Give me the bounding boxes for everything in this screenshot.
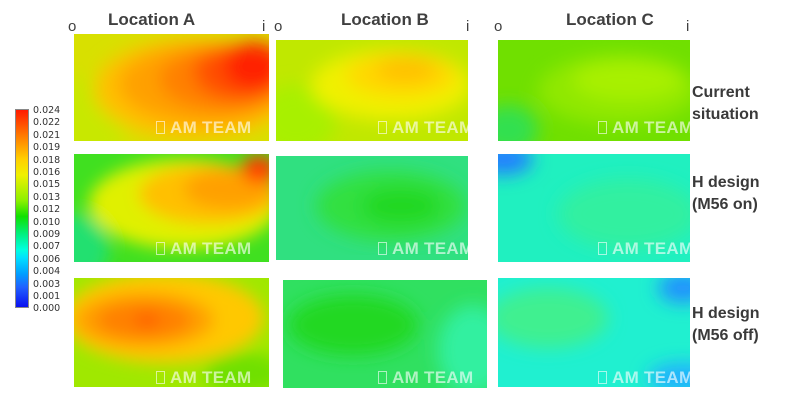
colorbar-tick: 0.021 bbox=[33, 129, 61, 141]
colorbar-tick: 0.010 bbox=[33, 216, 61, 228]
contour-plot-b-m56-off bbox=[283, 280, 487, 388]
row-label-current-situation: Current situation bbox=[692, 82, 759, 126]
colorbar-tick: 0.007 bbox=[33, 241, 61, 253]
row-label-line: Current bbox=[692, 84, 750, 101]
contour-plot-b-current bbox=[276, 40, 468, 141]
contour-plot-a-m56-off bbox=[74, 278, 269, 387]
watermark-logo: AM TEAM bbox=[378, 239, 473, 259]
row-label-h-design-m56-on: H design (M56 on) bbox=[692, 172, 760, 216]
contour-plot-c-current bbox=[498, 40, 690, 141]
colorbar-tick: 0.015 bbox=[33, 179, 61, 191]
colorbar-tick: 0.022 bbox=[33, 117, 61, 129]
row-label-line: (M56 on) bbox=[692, 196, 758, 213]
watermark-logo: AM TEAM bbox=[156, 118, 251, 138]
colorbar bbox=[15, 109, 29, 308]
watermark-logo: AM TEAM bbox=[156, 368, 251, 388]
colorbar-tick: 0.024 bbox=[33, 105, 61, 116]
inner-edge-label-a: i bbox=[262, 18, 266, 35]
column-title-location-c: Location C bbox=[566, 10, 654, 29]
row-label-h-design-m56-off: H design (M56 off) bbox=[692, 303, 760, 347]
colorbar-tick: 0.013 bbox=[33, 191, 61, 203]
row-label-line: (M56 off) bbox=[692, 327, 759, 344]
watermark-logo: AM TEAM bbox=[156, 239, 251, 259]
colorbar-tick: 0.009 bbox=[33, 229, 61, 240]
colorbar-tick: 0.019 bbox=[33, 142, 61, 154]
watermark-logo: AM TEAM bbox=[598, 118, 693, 138]
outer-edge-label-b: o bbox=[274, 18, 283, 35]
colorbar-tick: 0.003 bbox=[33, 278, 61, 290]
contour-plot-c-m56-off bbox=[498, 278, 690, 387]
inner-edge-label-c: i bbox=[686, 18, 690, 35]
colorbar-tick: 0.018 bbox=[33, 154, 61, 166]
contour-plot-b-m56-on bbox=[276, 156, 468, 260]
column-title-location-a: Location A bbox=[108, 10, 196, 29]
colorbar-tick: 0.001 bbox=[33, 291, 61, 302]
row-label-line: situation bbox=[692, 106, 759, 123]
colorbar-tick: 0.006 bbox=[33, 253, 61, 265]
watermark-logo: AM TEAM bbox=[378, 118, 473, 138]
outer-edge-label-c: o bbox=[494, 18, 503, 35]
row-label-line: H design bbox=[692, 305, 760, 322]
contour-plot-a-current bbox=[74, 34, 269, 141]
contour-plot-a-m56-on bbox=[74, 154, 269, 262]
inner-edge-label-b: i bbox=[466, 18, 470, 35]
column-title-location-b: Location B bbox=[341, 10, 429, 29]
colorbar-tick: 0.004 bbox=[33, 266, 61, 278]
colorbar-tick: 0.012 bbox=[33, 204, 61, 216]
watermark-logo: AM TEAM bbox=[378, 368, 473, 388]
watermark-logo: AM TEAM bbox=[598, 368, 693, 388]
row-label-line: H design bbox=[692, 174, 760, 191]
colorbar-tick: 0.000 bbox=[33, 303, 61, 315]
contour-plot-c-m56-on bbox=[498, 154, 690, 262]
outer-edge-label-a: o bbox=[68, 18, 77, 35]
colorbar-tick: 0.016 bbox=[33, 167, 61, 178]
watermark-logo: AM TEAM bbox=[598, 239, 693, 259]
